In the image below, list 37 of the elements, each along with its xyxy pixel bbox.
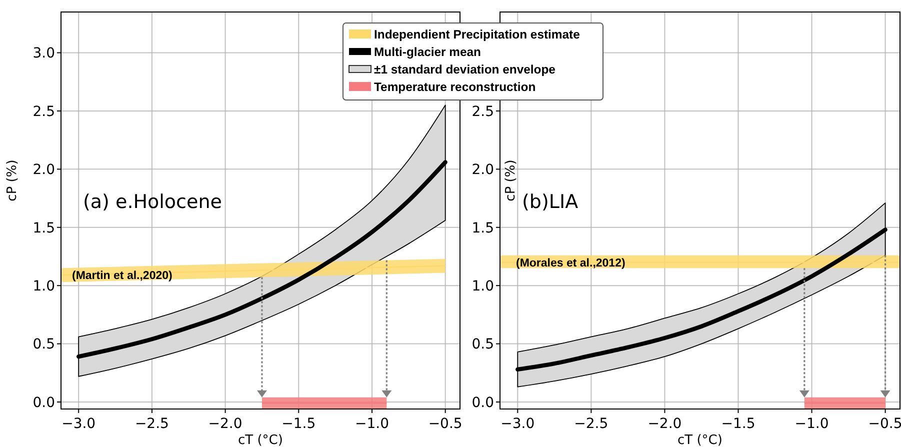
annotation: (Morales et al.,2012) xyxy=(516,257,626,270)
x-tick-label: −3.0 xyxy=(62,416,96,432)
x-tick-label: −2.0 xyxy=(208,416,242,432)
text: (a) e.Holocene xyxy=(83,191,222,213)
x-tick-label: −1.5 xyxy=(282,416,316,432)
y-tick-label: 2.0 xyxy=(472,162,494,178)
x-tick-label: −1.0 xyxy=(354,416,389,432)
legend-label: Temperature reconstruction xyxy=(374,80,536,94)
y-axis-title: cP (%) xyxy=(5,160,20,202)
y-tick-label: 1.0 xyxy=(472,278,494,294)
legend-label: Independient Precipitation estimate xyxy=(374,27,580,42)
x-tick-label: −3.0 xyxy=(500,416,535,432)
y-tick-label: 2.0 xyxy=(32,162,55,178)
y-tick-label: 0.5 xyxy=(32,336,55,353)
y-tick-label: 1.5 xyxy=(472,220,494,236)
y-tick-label: 1.5 xyxy=(32,220,55,236)
x-tick-label: −1.5 xyxy=(721,416,756,432)
x-tick-label: −2.0 xyxy=(648,416,682,432)
x-axis-title: cT (°C) xyxy=(678,433,722,447)
y-tick-label: 0.5 xyxy=(472,336,494,353)
y-tick-label: 3.0 xyxy=(32,46,55,62)
y-axis-title: cP (%) xyxy=(504,160,519,202)
x-tick-label: −2.5 xyxy=(134,416,169,432)
x-tick-label: −0.5 xyxy=(428,416,462,432)
x-tick-label: −0.5 xyxy=(868,416,901,432)
annotation: (Martin et al.,2020) xyxy=(72,270,173,282)
x-tick-label: −1.0 xyxy=(794,416,829,432)
legend-label: Multi-glacier mean xyxy=(374,44,482,59)
y-tick-label: 0.0 xyxy=(472,394,494,411)
y-tick-label: 2.5 xyxy=(472,104,494,120)
y-tick-label: 2.5 xyxy=(32,104,55,120)
annotation: ±1 standard deviation envelope xyxy=(374,62,556,76)
y-tick-label: 1.0 xyxy=(32,278,55,294)
x-tick-label: −2.5 xyxy=(574,416,608,432)
x-axis-title: cT (°C) xyxy=(238,433,283,447)
text: (b)LIA xyxy=(522,191,578,213)
y-tick-label: 0.0 xyxy=(32,394,55,411)
